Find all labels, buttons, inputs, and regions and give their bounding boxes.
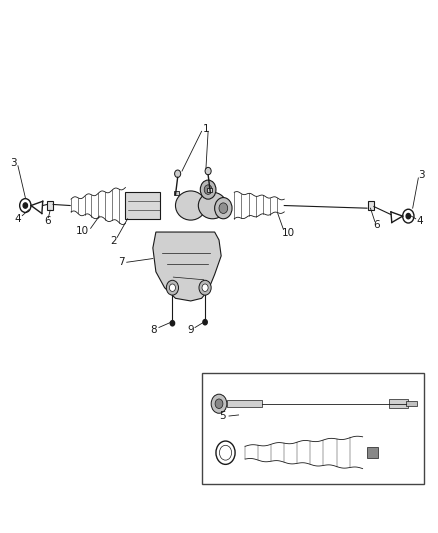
Text: 3: 3 <box>418 170 425 180</box>
Text: 4: 4 <box>14 214 21 224</box>
Bar <box>227 400 261 407</box>
Circle shape <box>166 280 179 295</box>
Bar <box>201 373 424 484</box>
Circle shape <box>215 198 232 219</box>
Text: 7: 7 <box>118 257 124 267</box>
Text: 3: 3 <box>10 158 17 168</box>
Bar <box>47 201 53 211</box>
Text: 8: 8 <box>150 325 157 335</box>
Circle shape <box>170 320 175 326</box>
Circle shape <box>203 319 207 325</box>
Circle shape <box>211 394 227 413</box>
Ellipse shape <box>198 192 226 219</box>
Circle shape <box>204 185 212 195</box>
Circle shape <box>205 167 211 175</box>
Text: 6: 6 <box>373 220 380 230</box>
Text: 6: 6 <box>44 216 50 227</box>
Circle shape <box>219 203 228 214</box>
Text: 5: 5 <box>219 411 226 421</box>
Text: 4: 4 <box>417 216 424 227</box>
Bar <box>389 399 408 408</box>
Circle shape <box>200 180 216 199</box>
Text: 10: 10 <box>282 228 295 238</box>
Circle shape <box>202 284 208 292</box>
Polygon shape <box>153 232 221 301</box>
Text: 9: 9 <box>187 325 194 335</box>
Bar <box>125 192 160 219</box>
Bar <box>207 188 212 192</box>
Circle shape <box>199 280 211 295</box>
Circle shape <box>175 170 181 177</box>
Ellipse shape <box>176 191 206 220</box>
Circle shape <box>170 284 176 292</box>
Bar <box>367 447 378 458</box>
Text: 10: 10 <box>75 226 88 236</box>
Text: 2: 2 <box>110 236 117 246</box>
Text: 1: 1 <box>203 124 209 134</box>
Bar <box>174 191 179 195</box>
Circle shape <box>23 203 28 208</box>
Bar <box>368 201 374 211</box>
Bar <box>406 401 417 406</box>
Circle shape <box>406 214 410 219</box>
Circle shape <box>215 399 223 408</box>
